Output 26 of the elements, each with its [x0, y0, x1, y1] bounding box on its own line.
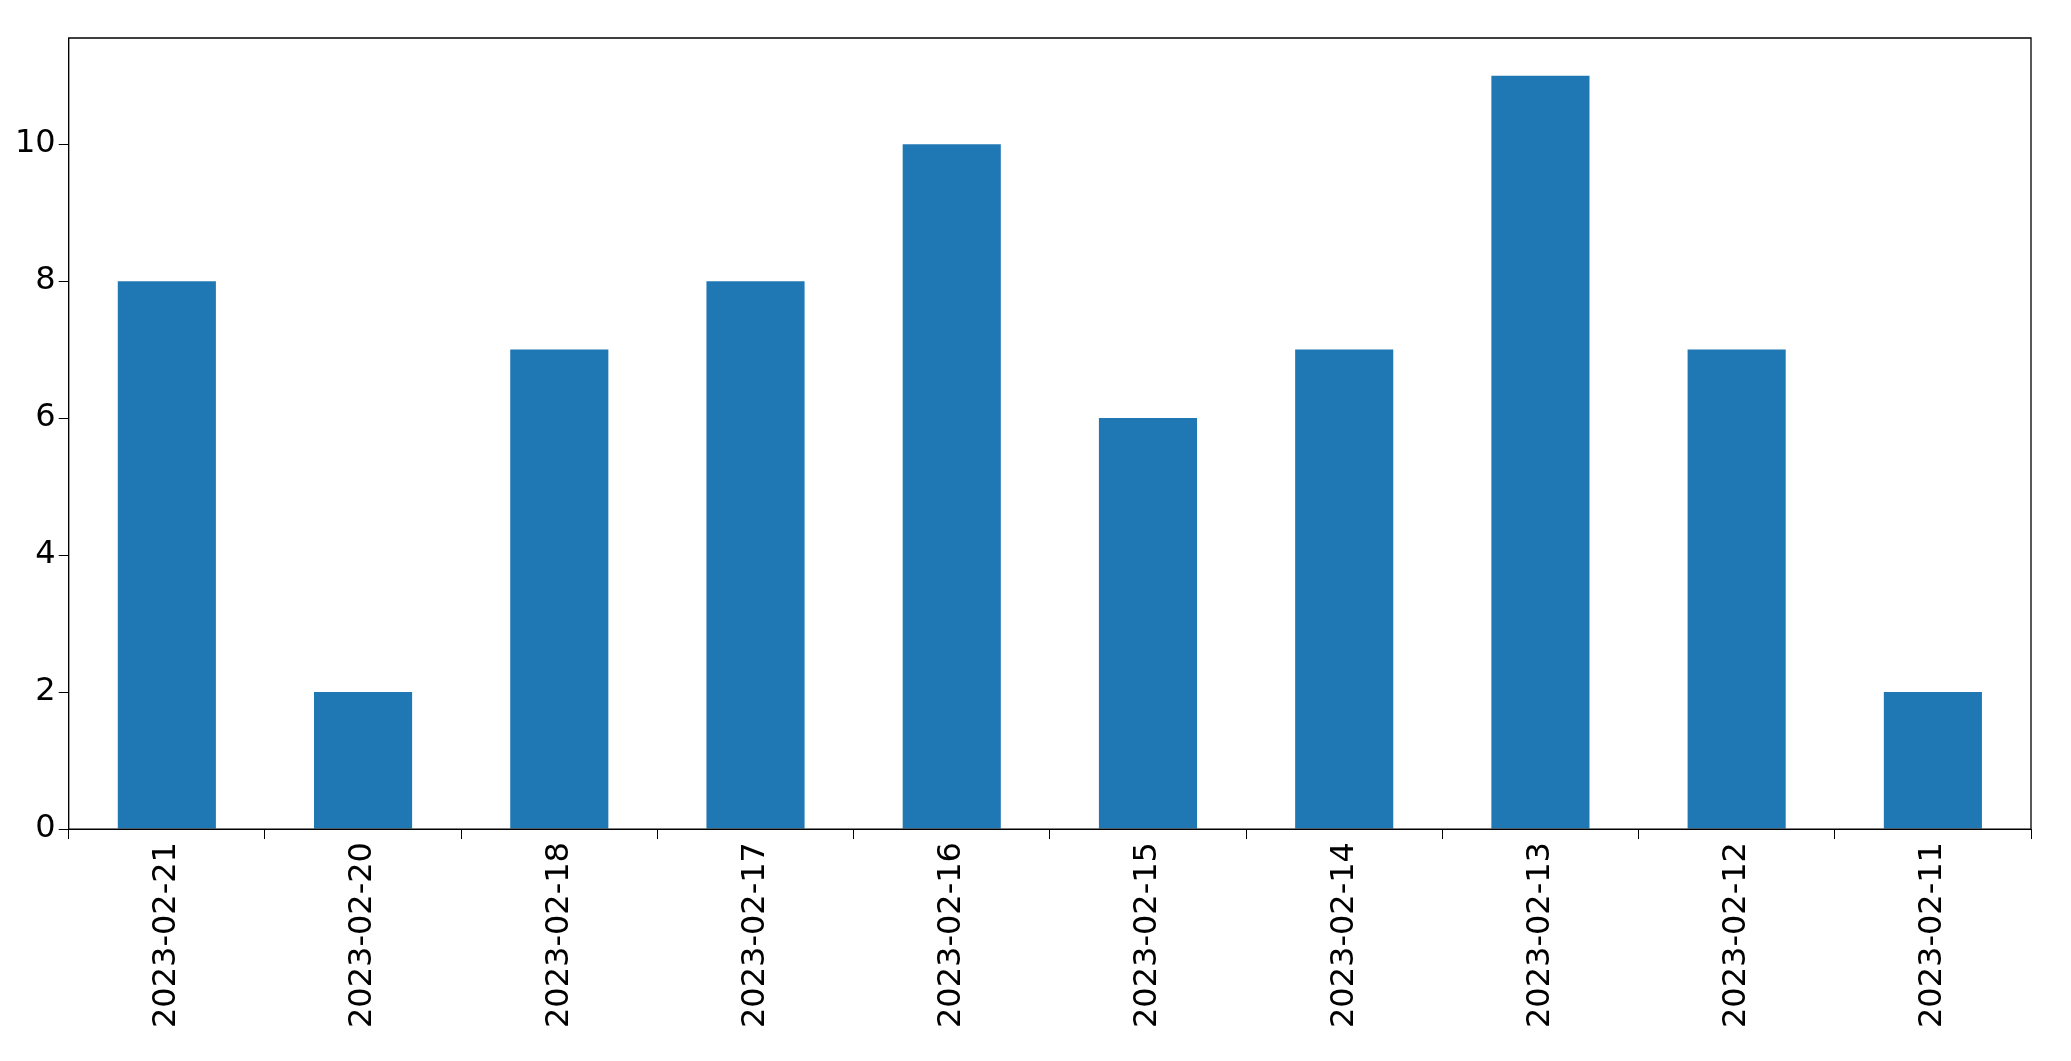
- bar: [706, 281, 805, 829]
- bar: [1295, 349, 1394, 829]
- bar: [1098, 418, 1198, 829]
- x-tick-label: 2023-02-16: [930, 842, 969, 1028]
- bar: [510, 349, 609, 829]
- x-tick-label: 2023-02-11: [1911, 842, 1950, 1028]
- x-tick-label: 2023-02-18: [537, 842, 576, 1028]
- bar: [1491, 75, 1590, 829]
- y-tick-label: 0: [35, 807, 56, 846]
- bar: [117, 281, 216, 829]
- x-tick-label: 2023-02-21: [145, 842, 184, 1028]
- y-tick-label: 6: [35, 396, 56, 435]
- x-tick-label: 2023-02-12: [1714, 842, 1753, 1028]
- y-tick-label: 2: [35, 670, 56, 709]
- bar: [1687, 349, 1786, 829]
- x-tick-label: 2023-02-14: [1322, 842, 1361, 1028]
- bar: [1883, 692, 1982, 829]
- x-tick-label: 2023-02-15: [1126, 842, 1165, 1028]
- y-tick-label: 10: [15, 122, 56, 161]
- x-tick-label: 2023-02-13: [1518, 842, 1557, 1028]
- x-tick-label: 2023-02-20: [341, 842, 380, 1028]
- bar: [902, 144, 1001, 829]
- y-tick-label: 4: [35, 533, 56, 572]
- x-tick-label: 2023-02-17: [733, 842, 772, 1028]
- bar: [314, 692, 413, 829]
- y-tick-label: 8: [35, 259, 56, 298]
